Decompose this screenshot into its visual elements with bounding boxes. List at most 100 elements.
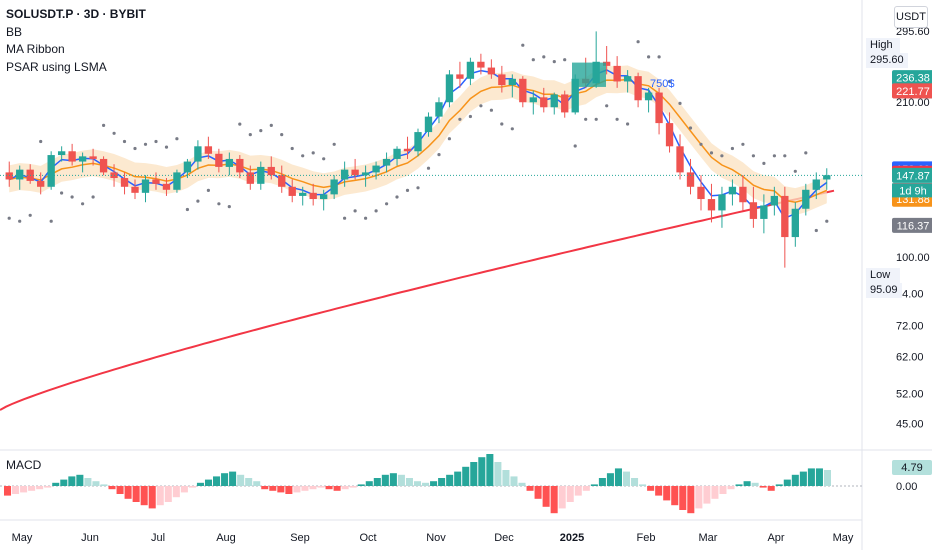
candle <box>634 72 642 108</box>
candle-body <box>278 175 286 187</box>
candle <box>330 175 338 200</box>
macd-bar <box>663 486 671 501</box>
psar-dot <box>500 122 504 126</box>
candle <box>707 183 716 223</box>
candle-body <box>320 194 328 200</box>
candle <box>162 178 171 196</box>
psar-dot <box>364 216 368 220</box>
candle-body <box>382 158 391 166</box>
candle-body <box>99 158 108 173</box>
candle <box>760 194 768 234</box>
candle-body <box>5 172 13 180</box>
candle <box>613 56 621 88</box>
y-tick-label: 52.00 <box>896 388 924 400</box>
candle <box>141 175 150 203</box>
macd-bar <box>526 486 534 491</box>
y-tick-label: 210.00 <box>896 97 930 109</box>
macd-bar <box>727 486 735 490</box>
macd-bar <box>229 471 237 486</box>
macd-bar <box>711 486 719 499</box>
psar-dot <box>458 117 462 121</box>
psar-dot <box>468 114 472 119</box>
price-tag: 236.38 <box>892 70 932 86</box>
price-tag-bg <box>892 167 932 183</box>
psar-dot <box>605 104 609 108</box>
psar-dot <box>667 79 672 84</box>
y-tick-label: 62.00 <box>896 352 924 364</box>
candle-body <box>47 155 55 187</box>
psar-dot <box>573 144 577 148</box>
macd-bar <box>325 486 333 490</box>
macd-pane-title[interactable]: MACD <box>6 458 42 472</box>
macd-bar <box>204 479 213 486</box>
candle-body <box>550 94 558 108</box>
macd-bar <box>309 486 317 490</box>
indicator-psar[interactable]: PSAR using LSMA <box>6 59 107 74</box>
candle <box>89 148 97 166</box>
candle <box>770 186 779 216</box>
candle <box>278 165 286 193</box>
macd-bar <box>188 486 196 488</box>
candle-body <box>498 74 506 86</box>
candle <box>37 172 45 195</box>
candle-body <box>257 166 265 184</box>
high-value: 295.60 <box>866 53 908 68</box>
macd-bar <box>518 482 526 486</box>
candle-body <box>728 186 737 195</box>
psar-dot <box>741 142 745 146</box>
candle-body <box>802 189 810 209</box>
macd-bar <box>502 470 510 486</box>
candle <box>739 175 747 211</box>
macd-bar <box>454 471 462 486</box>
macd-bar <box>156 486 164 506</box>
indicator-bb[interactable]: BB <box>6 24 23 39</box>
candle <box>257 161 265 190</box>
psar-dot <box>584 117 588 121</box>
candle-body <box>655 92 663 124</box>
macd-bar <box>767 486 775 491</box>
psar-dot <box>699 142 703 146</box>
candle-body <box>173 172 181 190</box>
psar-dot <box>688 126 693 130</box>
psar-dots <box>7 40 829 233</box>
symbol-title[interactable]: SOLUSDT.P · 3D · BYBIT <box>6 7 146 21</box>
candle-body <box>414 132 422 152</box>
psar-dot <box>91 195 95 199</box>
price-tag: 147.87 <box>892 167 932 183</box>
psar-dot <box>552 60 556 64</box>
psar-dot <box>374 209 378 213</box>
macd-bar <box>815 468 823 486</box>
currency-button[interactable]: USDT <box>894 6 928 28</box>
macd-bar <box>180 486 188 493</box>
macd-bar <box>719 486 727 494</box>
macd-bar <box>687 486 695 514</box>
candle-body <box>823 175 831 180</box>
psar-dot <box>825 219 829 223</box>
psar-dot <box>416 186 420 190</box>
candle-body <box>372 165 380 173</box>
candle <box>288 179 296 203</box>
candle-body <box>68 151 76 162</box>
macd-bar <box>647 486 655 491</box>
candle <box>403 136 412 159</box>
candle-body <box>183 161 192 173</box>
psar-dot <box>657 55 661 59</box>
macd-bar <box>341 486 349 490</box>
y-tick-label: 295.60 <box>896 26 930 38</box>
psar-dot <box>332 142 336 146</box>
candle-body <box>508 78 516 86</box>
macd-bar <box>478 457 486 486</box>
psar-dot <box>542 55 546 59</box>
psar-dot <box>248 133 252 137</box>
indicator-ma-ribbon[interactable]: MA Ribbon <box>6 42 65 56</box>
countdown-text: 1d 9h <box>899 185 927 197</box>
macd-bar <box>397 474 405 486</box>
candle-body <box>665 123 674 147</box>
candle <box>823 168 831 190</box>
macd-bar <box>365 481 373 486</box>
candle-body <box>760 205 768 219</box>
psar-dot <box>70 195 74 199</box>
candle <box>435 97 443 124</box>
psar-dot <box>772 154 777 158</box>
